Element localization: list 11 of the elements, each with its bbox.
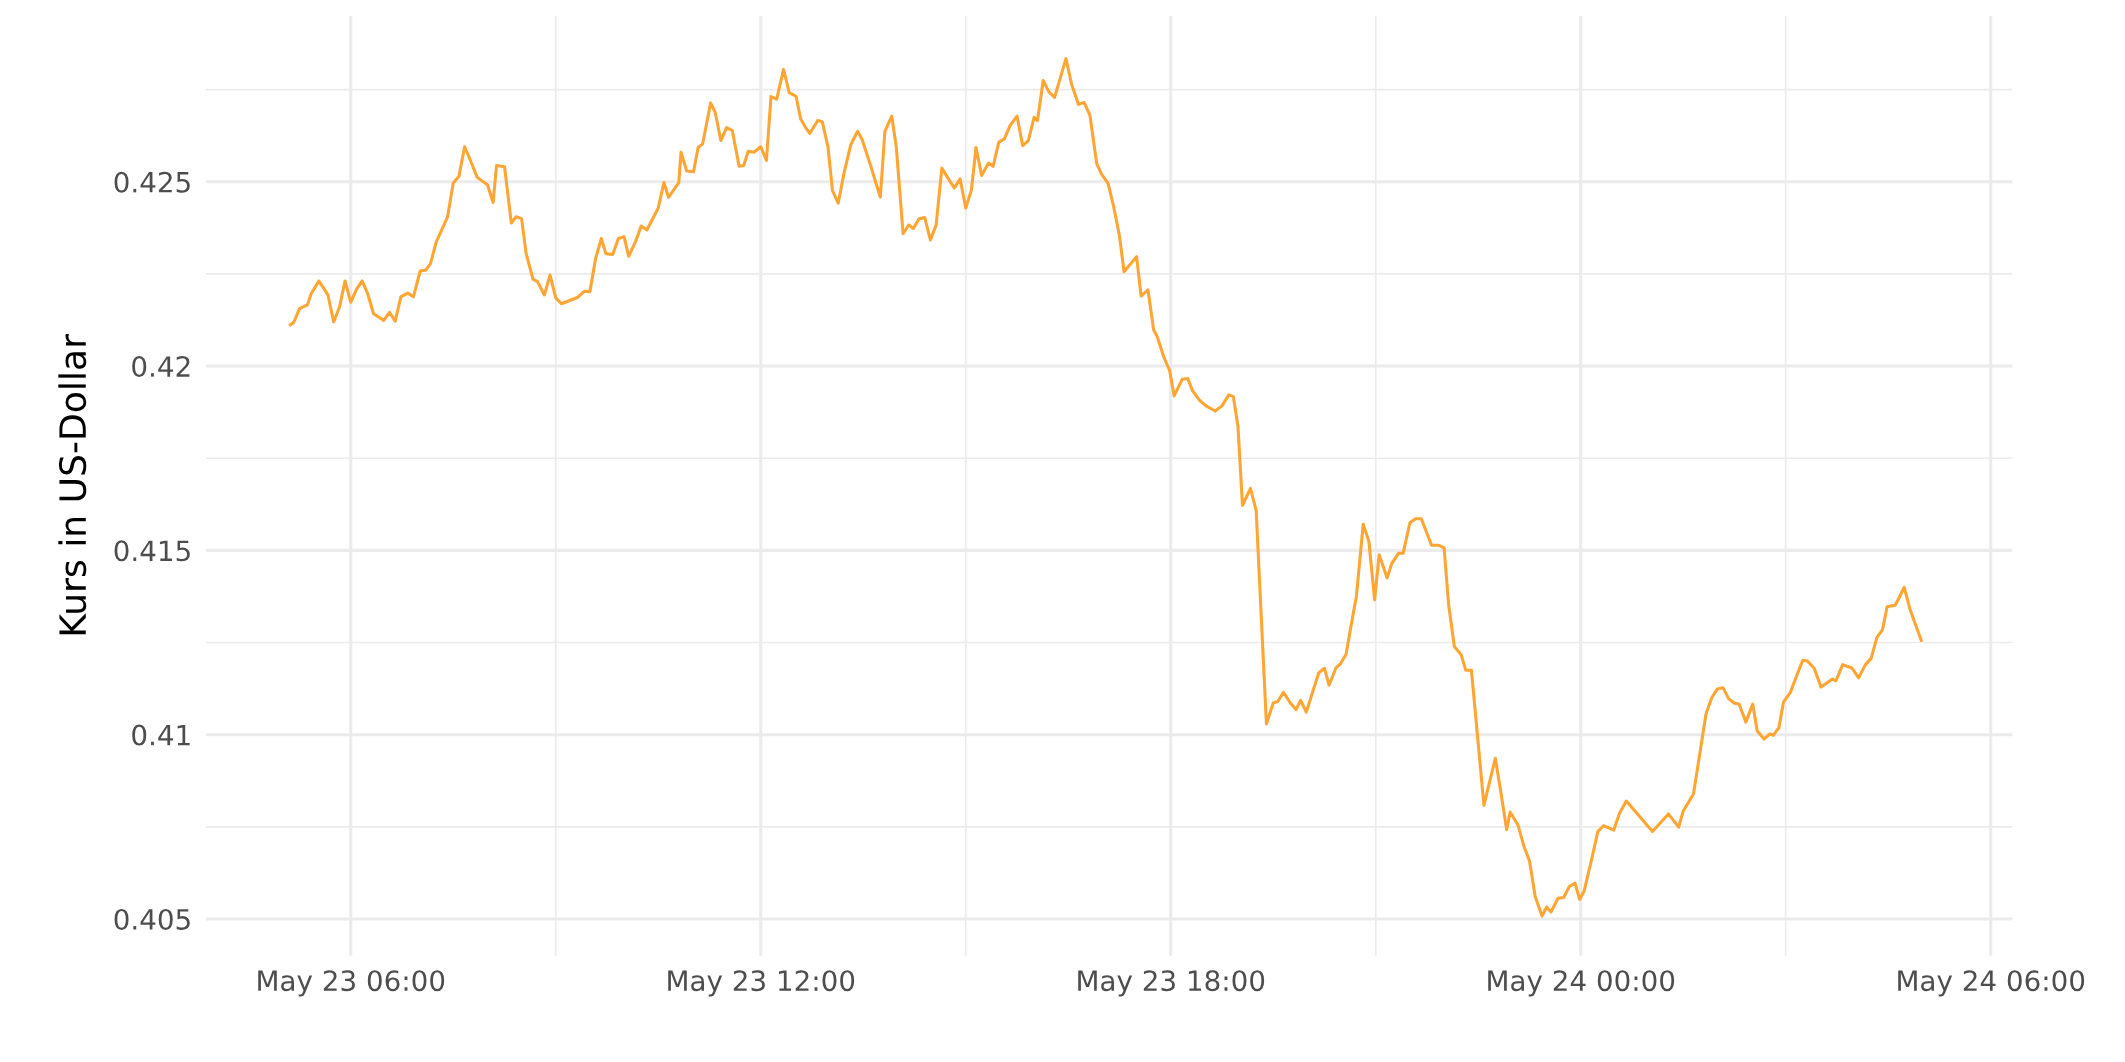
x-tick-label: May 23 18:00 <box>1078 970 1265 997</box>
y-tick-label: 0.41 <box>132 724 190 746</box>
y-axis-title: Kurs in US-Dollar <box>58 334 87 635</box>
x-tick-label: May 23 12:00 <box>668 970 855 997</box>
x-tick-label: May 24 06:00 <box>1898 970 2085 997</box>
y-tick-label: 0.425 <box>114 171 190 193</box>
x-tick-label: May 24 00:00 <box>1488 970 1675 997</box>
y-tick-label: 0.42 <box>132 356 190 378</box>
x-tick-label: May 23 06:00 <box>258 970 445 997</box>
y-tick-label: 0.415 <box>114 540 190 562</box>
y-tick-label: 0.405 <box>114 908 190 930</box>
